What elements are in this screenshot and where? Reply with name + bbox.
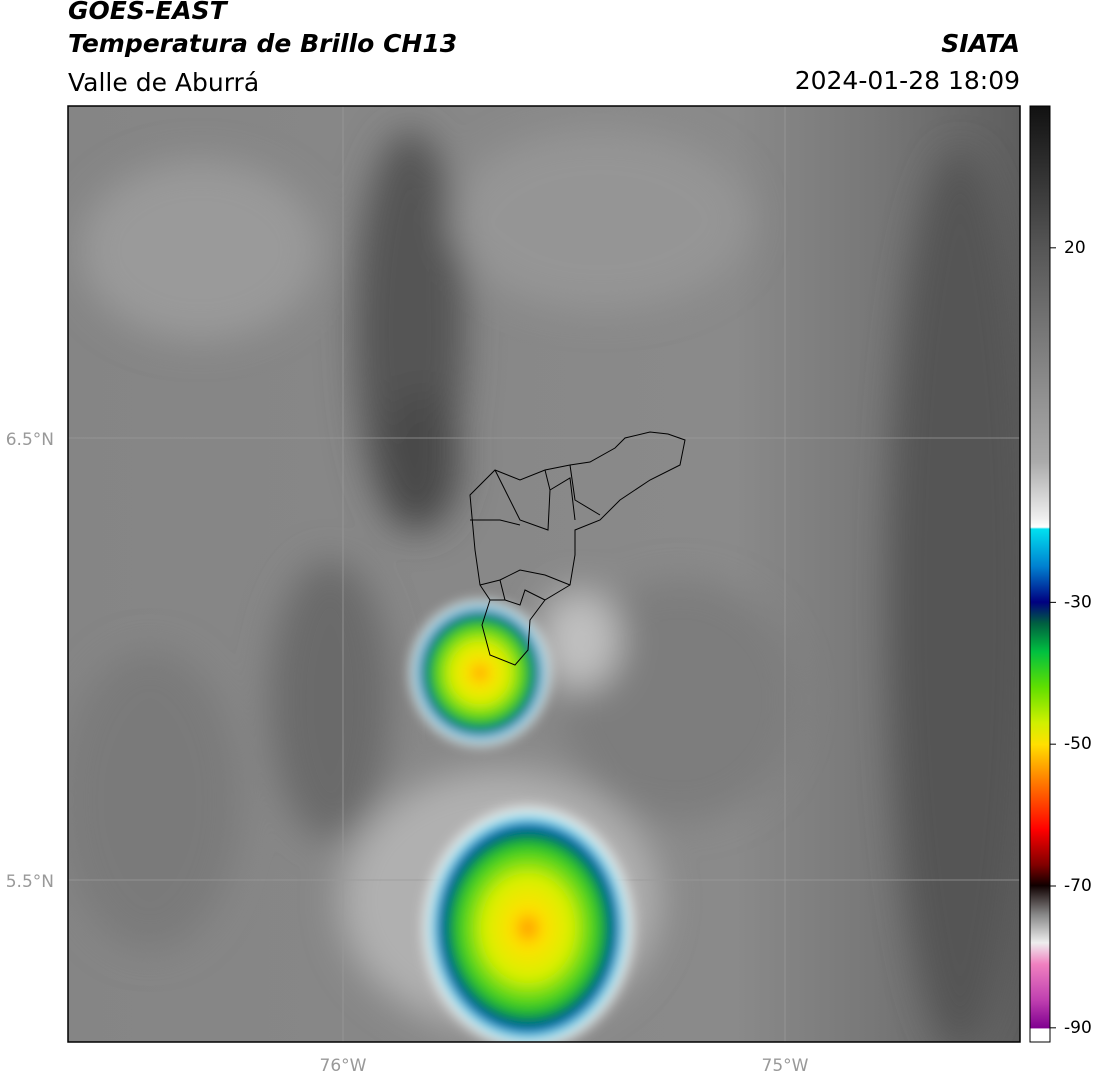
satellite-image — [68, 106, 1020, 1042]
satellite-title: GOES-EAST — [68, 0, 229, 25]
colorbar-tick-label: -30 — [1064, 592, 1092, 612]
colorbar — [1029, 105, 1051, 1043]
municipality-borders — [469, 431, 686, 666]
datetime-label: 2024-01-28 18:09 — [795, 66, 1020, 95]
lon-label: 75°W — [762, 1056, 809, 1076]
colorbar-tick-label: 20 — [1064, 238, 1086, 258]
lat-label: 6.5°N — [6, 430, 54, 450]
colorbar-ticks: 20 -30 -50 -70 -90 — [1050, 238, 1092, 1038]
storm-cell — [408, 598, 552, 748]
map-frame — [67, 105, 1021, 1043]
colorbar-tick-label: -50 — [1064, 734, 1092, 754]
region-label: Valle de Aburrá — [68, 68, 259, 97]
lat-label: 5.5°N — [6, 872, 54, 892]
colorbar-tick-label: -70 — [1064, 876, 1092, 896]
colorbar-tick-label: -90 — [1064, 1018, 1092, 1038]
lon-label: 76°W — [320, 1056, 367, 1076]
product-title: Temperatura de Brillo CH13 — [68, 29, 457, 58]
storm-cell — [420, 803, 636, 1042]
source-label: SIATA — [941, 29, 1020, 58]
